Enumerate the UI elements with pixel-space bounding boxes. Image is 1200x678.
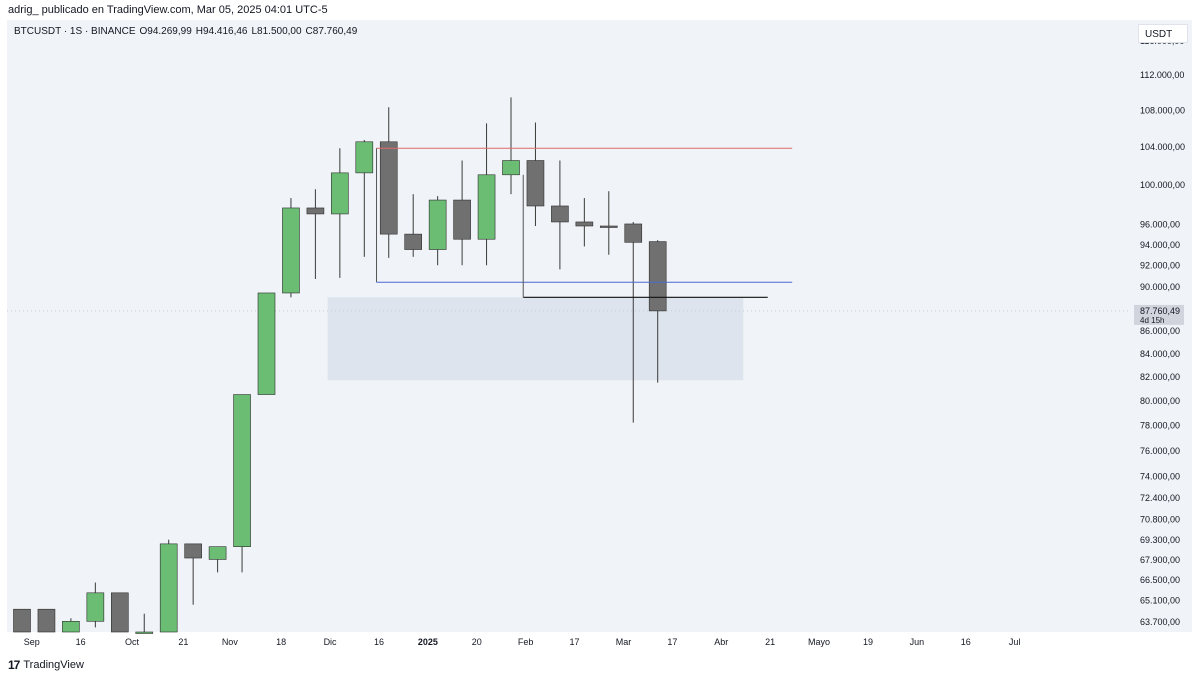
time-tick-label: 20 [472, 637, 482, 647]
candle-body [599, 225, 618, 228]
current-price-badge [1134, 304, 1184, 325]
time-tick-label: Abr [714, 637, 728, 647]
price-tick-label: 67.900,00 [1140, 555, 1180, 565]
candle-body [184, 543, 202, 559]
candle-body [306, 207, 325, 215]
price-tick-label: 80.000,00 [1140, 396, 1180, 406]
time-tick-label: 16 [374, 637, 384, 647]
close-value: C87.760,49 [305, 26, 358, 37]
candle-body [208, 546, 227, 560]
time-tick-label: Oct [125, 637, 140, 647]
ohlc-legend: BTCUSDT · 1S · BINANCE O94.269,99 H94.41… [14, 26, 357, 37]
candle-body [428, 199, 447, 250]
candle-body [62, 620, 80, 633]
brand-label: TradingView [23, 659, 84, 671]
time-tick-label: 21 [178, 637, 188, 647]
price-tick-label: 74.000,00 [1140, 472, 1180, 482]
price-tick-label: 108.000,00 [1140, 105, 1185, 115]
price-tick-label: 65.100,00 [1140, 596, 1180, 606]
price-tick-label: 70.800,00 [1140, 514, 1180, 524]
price-tick-label: 69.300,00 [1140, 535, 1180, 545]
publisher-caption: adrig_ publicado en TradingView.com, Mar… [8, 4, 328, 16]
tradingview-logo-icon: 17 [8, 658, 20, 672]
price-tick-label: 72.400,00 [1140, 493, 1180, 503]
time-tick-label: Jul [1009, 637, 1021, 647]
price-tick-label: 94.000,00 [1140, 240, 1180, 250]
price-tick-label: 76.000,00 [1140, 446, 1180, 456]
candle-body [526, 160, 545, 207]
candle-body [624, 223, 643, 243]
time-tick-label: Sep [24, 637, 40, 647]
price-tick-label: 84.000,00 [1140, 349, 1180, 359]
open-value: O94.269,99 [139, 26, 192, 37]
demand-zone [327, 297, 744, 381]
time-tick-label: Jun [910, 637, 925, 647]
candle-body [233, 394, 251, 547]
candle-body [37, 608, 56, 633]
price-tick-label: 96.000,00 [1140, 219, 1180, 229]
low-value: L81.500,00 [251, 26, 302, 37]
candle-body [257, 292, 276, 395]
high-value: H94.416,46 [195, 26, 248, 37]
candle-body [477, 174, 496, 240]
price-tick-label: 92.000,00 [1140, 261, 1180, 271]
candle-body [111, 592, 129, 633]
price-tick-label: 66.500,00 [1140, 575, 1180, 585]
price-tick-label: 90.000,00 [1140, 282, 1180, 292]
candle-body [282, 207, 300, 294]
time-tick-label: Dic [324, 637, 337, 647]
candle-body [135, 631, 154, 634]
countdown-label: 4d 15h [1140, 316, 1164, 325]
time-tick-label: 16 [961, 637, 971, 647]
currency-label[interactable]: USDT [1138, 24, 1188, 43]
price-tick-label: 104.000,00 [1140, 142, 1185, 152]
price-tick-label: 63.700,00 [1140, 617, 1180, 627]
current-price-label: 87.760,49 [1140, 306, 1180, 316]
price-tick-label: 112.000,00 [1140, 70, 1184, 80]
price-tick-label: 82.000,00 [1140, 372, 1180, 382]
time-tick-label: 19 [863, 637, 873, 647]
time-tick-label: 18 [276, 637, 286, 647]
time-tick-label: Mar [616, 637, 632, 647]
price-tick-label: 100.000,00 [1140, 180, 1185, 190]
price-tick-label: 78.000,00 [1140, 421, 1180, 431]
time-tick-label: 17 [667, 637, 677, 647]
time-tick-label: Mayo [808, 637, 830, 647]
symbol-label[interactable]: BTCUSDT · 1S · BINANCE [14, 26, 136, 37]
time-tick-label: 16 [76, 637, 86, 647]
time-tick-label: 2025 [418, 637, 438, 647]
candle-body [404, 233, 423, 250]
time-tick-label: 17 [570, 637, 580, 647]
time-tick-label: 21 [765, 637, 775, 647]
candle-body [86, 592, 105, 622]
candle-body [331, 172, 349, 215]
candle-body [159, 543, 178, 633]
time-tick-label: Feb [518, 637, 534, 647]
candle-body [648, 241, 667, 312]
candle-body [575, 221, 594, 227]
candle-body [13, 608, 31, 633]
time-tick-label: Nov [222, 637, 239, 647]
tradingview-logo[interactable]: 17 TradingView [8, 658, 84, 672]
candle-body [502, 160, 520, 176]
price-tick-label: 86.000,00 [1140, 326, 1180, 336]
candle-body [551, 205, 569, 223]
candle-body [453, 199, 471, 240]
candle-body [355, 141, 374, 174]
candle-body [379, 141, 398, 235]
